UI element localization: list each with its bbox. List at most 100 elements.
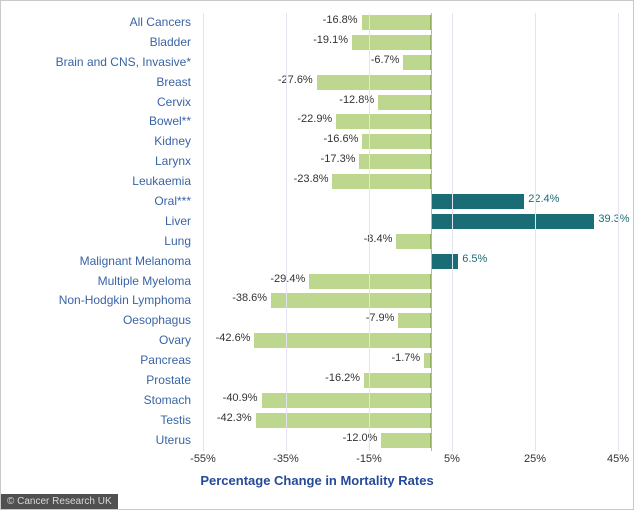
category-label: Stomach [1,391,197,411]
x-tick-label: 45% [607,453,629,465]
bar [431,194,524,209]
grid-line [535,13,536,451]
bar-row: -12.0% [203,431,618,451]
bar-row: -40.9% [203,391,618,411]
grid-line [203,13,204,451]
category-label: Pancreas [1,351,197,371]
value-label: 6.5% [462,253,487,265]
plot-area: -16.8% -19.1% -6.7% -27.6%-12.8%-22.9% -16.6… [203,13,618,451]
bar-row: -1.7% [203,351,618,371]
x-tick-label: -35% [273,453,299,465]
bar [396,234,431,249]
bar [424,353,431,368]
value-label: -23.8% [294,173,329,185]
bar-row: 6.5% [203,252,618,272]
category-label: Multiple Myeloma [1,272,197,292]
bar-row: -17.3% [203,152,618,172]
bar-row: -27.6% [203,73,618,93]
category-label: All Cancers [1,13,197,33]
bar-row: -7.9% [203,311,618,331]
category-label: Lung [1,232,197,252]
bar [381,433,431,448]
bar-row: -16.8% [203,13,618,33]
grid-line [618,13,619,451]
bar [431,254,458,269]
category-label: Uterus [1,431,197,451]
category-label: Oesophagus [1,311,197,331]
bar [378,95,431,110]
value-label: -42.3% [217,412,252,424]
value-label: -16.8% [323,14,358,26]
value-label: -17.3% [321,153,356,165]
chart-frame: All CancersBladderBrain and CNS, Invasiv… [0,0,634,510]
category-label: Brain and CNS, Invasive* [1,53,197,73]
category-label: Kidney [1,132,197,152]
bar [403,55,431,70]
bar-row: -38.6% [203,291,618,311]
bar [352,35,431,50]
bar-row: -16.6% [203,132,618,152]
bar-row: -42.6% [203,331,618,351]
bar-row: -29.4% [203,272,618,292]
category-label: Malignant Melanoma [1,252,197,272]
category-label: Prostate [1,371,197,391]
bar-row: -8.4% [203,232,618,252]
bar-row: -42.3% [203,411,618,431]
category-label: Oral*** [1,192,197,212]
category-label: Cervix [1,93,197,113]
bar [359,154,431,169]
grid-line [369,13,370,451]
bar-row: -22.9% [203,112,618,132]
value-label: -38.6% [232,292,267,304]
bar [309,274,431,289]
value-label: -1.7% [391,352,420,364]
value-label: -6.7% [371,54,400,66]
category-labels: All CancersBladderBrain and CNS, Invasiv… [1,13,197,451]
value-label: -12.0% [343,432,378,444]
bar [317,75,432,90]
bar-row: -23.8% [203,172,618,192]
bar [364,373,431,388]
bar [254,333,431,348]
grid-line [452,13,453,451]
x-tick-labels: -55%-35%-15%5%25%45% [203,453,618,469]
category-label: Bowel** [1,112,197,132]
value-label: -40.9% [223,392,258,404]
bar-row: 22.4% [203,192,618,212]
value-label: 22.4% [528,193,559,205]
bar-row: -12.8% [203,93,618,113]
value-label: -19.1% [313,34,348,46]
category-label: Ovary [1,331,197,351]
category-label: Liver [1,212,197,232]
bar [398,313,431,328]
bar-row: -19.1% [203,33,618,53]
value-label: -29.4% [270,273,305,285]
bar [336,114,431,129]
x-tick-label: 25% [524,453,546,465]
bar [256,413,432,428]
x-tick-label: -15% [356,453,382,465]
category-label: Leukaemia [1,172,197,192]
bar [362,15,432,30]
category-label: Bladder [1,33,197,53]
credit-label: © Cancer Research UK [1,494,118,509]
category-label: Non-Hodgkin Lymphoma [1,291,197,311]
value-label: -16.2% [325,372,360,384]
category-label: Breast [1,73,197,93]
x-axis-label: Percentage Change in Mortality Rates [1,473,633,488]
value-label: -22.9% [297,113,332,125]
value-label: -42.6% [216,332,251,344]
value-label: -16.6% [324,133,359,145]
x-tick-label: -55% [190,453,216,465]
bar-row: 39.3% [203,212,618,232]
value-label: -8.4% [364,233,393,245]
bar [271,293,431,308]
bar [362,134,431,149]
category-label: Larynx [1,152,197,172]
bars-container: -16.8% -19.1% -6.7% -27.6%-12.8%-22.9% -16.6… [203,13,618,451]
value-label: -7.9% [366,312,395,324]
value-label: 39.3% [598,213,629,225]
grid-line [286,13,287,451]
bar-row: -6.7% [203,53,618,73]
category-label: Testis [1,411,197,431]
